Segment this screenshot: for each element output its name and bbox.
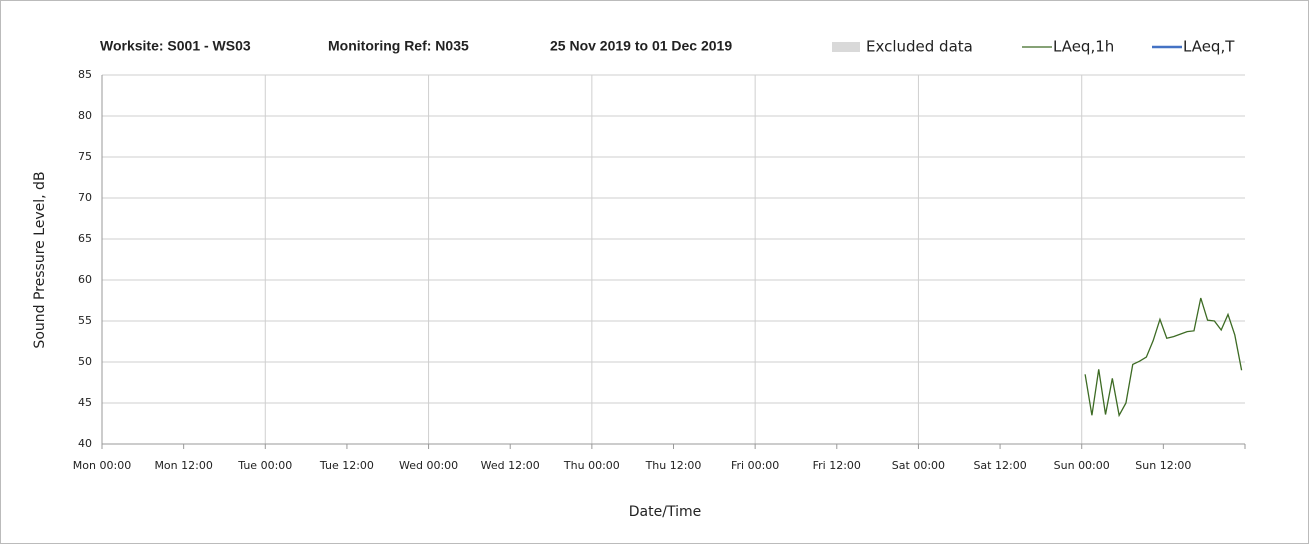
x-tick-label: Thu 12:00 bbox=[645, 459, 702, 472]
x-tick-label: Sat 12:00 bbox=[973, 459, 1026, 472]
chart-title: Monitoring Ref: N035 bbox=[328, 38, 469, 54]
x-tick-label: Sun 00:00 bbox=[1054, 459, 1110, 472]
chart-title: 25 Nov 2019 to 01 Dec 2019 bbox=[550, 38, 732, 54]
x-tick-label: Fri 12:00 bbox=[813, 459, 861, 472]
x-tick-label: Thu 00:00 bbox=[563, 459, 620, 472]
y-tick-label: 80 bbox=[78, 109, 92, 122]
y-tick-label: 60 bbox=[78, 273, 92, 286]
legend-swatch bbox=[832, 42, 860, 52]
y-tick-label: 65 bbox=[78, 232, 92, 245]
x-axis-label: Date/Time bbox=[629, 504, 701, 520]
x-tick-label: Tue 12:00 bbox=[319, 459, 374, 472]
x-tick-label: Sun 12:00 bbox=[1135, 459, 1191, 472]
y-tick-label: 75 bbox=[78, 150, 92, 163]
x-tick-label: Mon 00:00 bbox=[73, 459, 131, 472]
y-axis-label: Sound Pressure Level, dB bbox=[32, 171, 48, 348]
x-tick-label: Sat 00:00 bbox=[892, 459, 945, 472]
legend-label: Excluded data bbox=[866, 38, 973, 56]
chart-title: Worksite: S001 - WS03 bbox=[100, 38, 251, 54]
y-tick-label: 85 bbox=[78, 68, 92, 81]
series-line bbox=[1084, 297, 1243, 418]
y-tick-label: 70 bbox=[78, 191, 92, 204]
y-tick-label: 40 bbox=[78, 437, 92, 450]
x-tick-label: Wed 00:00 bbox=[399, 459, 458, 472]
x-tick-label: Mon 12:00 bbox=[154, 459, 212, 472]
y-tick-label: 45 bbox=[78, 396, 92, 409]
y-tick-label: 50 bbox=[78, 355, 92, 368]
y-tick-label: 55 bbox=[78, 314, 92, 327]
legend-label: LAeq,T bbox=[1183, 38, 1235, 56]
x-tick-label: Wed 12:00 bbox=[481, 459, 540, 472]
x-tick-label: Fri 00:00 bbox=[731, 459, 779, 472]
legend-label: LAeq,1h bbox=[1053, 38, 1114, 56]
x-tick-label: Tue 00:00 bbox=[237, 459, 292, 472]
